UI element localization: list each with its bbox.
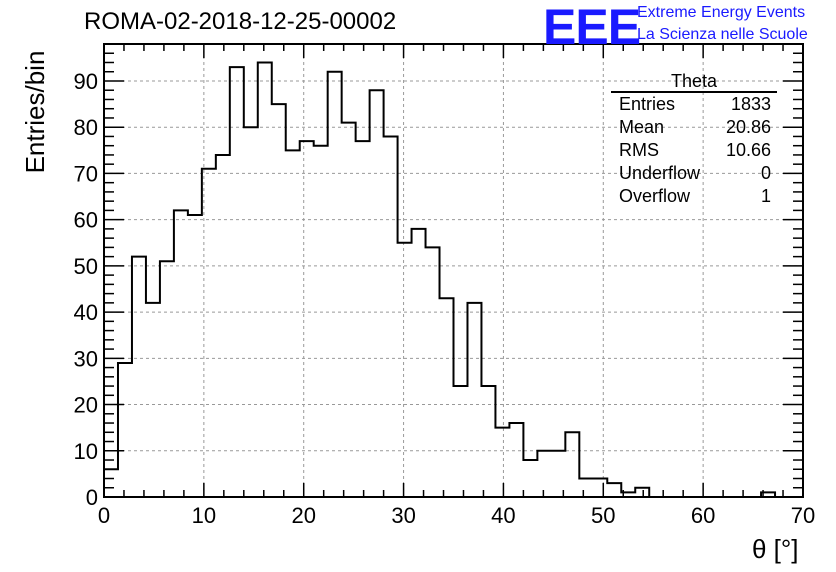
logo-line-1: Extreme Energy Events [637, 4, 806, 21]
x-tick-label: 30 [391, 503, 415, 528]
logo-line-2: La Scienza nelle Scuole [637, 26, 808, 43]
y-tick-label: 30 [74, 346, 98, 371]
y-tick-label: 60 [74, 208, 98, 233]
y-tick-label: 90 [74, 69, 98, 94]
x-tick-label: 70 [791, 503, 815, 528]
y-tick-label: 20 [74, 393, 98, 418]
stats-value: 1833 [730, 94, 771, 114]
y-tick-label: 10 [74, 439, 98, 464]
stats-label: Underflow [619, 163, 701, 183]
stats-label: Entries [619, 94, 676, 114]
stats-value: 1 [760, 186, 771, 206]
y-tick-label: 70 [74, 161, 98, 186]
stats-value: 0 [760, 163, 771, 183]
y-tick-label: 50 [74, 254, 98, 279]
x-tick-label: 50 [591, 503, 615, 528]
x-tick-label: 20 [291, 503, 315, 528]
logo-caption: Extreme Energy Events La Scienza nelle S… [637, 2, 808, 46]
stats-row-rms: RMS 10.66 [611, 139, 777, 162]
stats-row-overflow: Overflow 1 [611, 185, 777, 208]
chart-title: ROMA-02-2018-12-25-00002 [84, 8, 397, 35]
stats-row-underflow: Underflow 0 [611, 162, 777, 185]
y-axis-label: Entries/bin [20, 50, 50, 174]
stats-value: 10.66 [725, 140, 771, 160]
x-tick-label: 60 [691, 503, 715, 528]
eee-logo: EEE [543, 0, 641, 55]
x-axis-label: θ [°] [752, 534, 799, 564]
y-tick-label: 80 [74, 115, 98, 140]
x-tick-label: 10 [192, 503, 216, 528]
stats-label: Mean [619, 117, 665, 137]
plot-frame [103, 43, 804, 498]
x-tick-label: 0 [98, 503, 110, 528]
grid-lines [104, 44, 803, 497]
axis-ticks [103, 43, 804, 498]
x-tick-label: 40 [491, 503, 515, 528]
stats-label: Overflow [619, 186, 691, 206]
stats-box: Theta Entries 1833 Mean 20.86 RMS 10.66 … [611, 71, 777, 208]
histogram-line [104, 61, 803, 498]
stats-title: Theta [611, 71, 777, 93]
stats-row-entries: Entries 1833 [611, 93, 777, 116]
stats-row-mean: Mean 20.86 [611, 116, 777, 139]
y-tick-label: 40 [74, 300, 98, 325]
stats-label: RMS [619, 140, 659, 160]
y-tick-label: 0 [86, 485, 98, 510]
stats-value: 20.86 [725, 117, 771, 137]
